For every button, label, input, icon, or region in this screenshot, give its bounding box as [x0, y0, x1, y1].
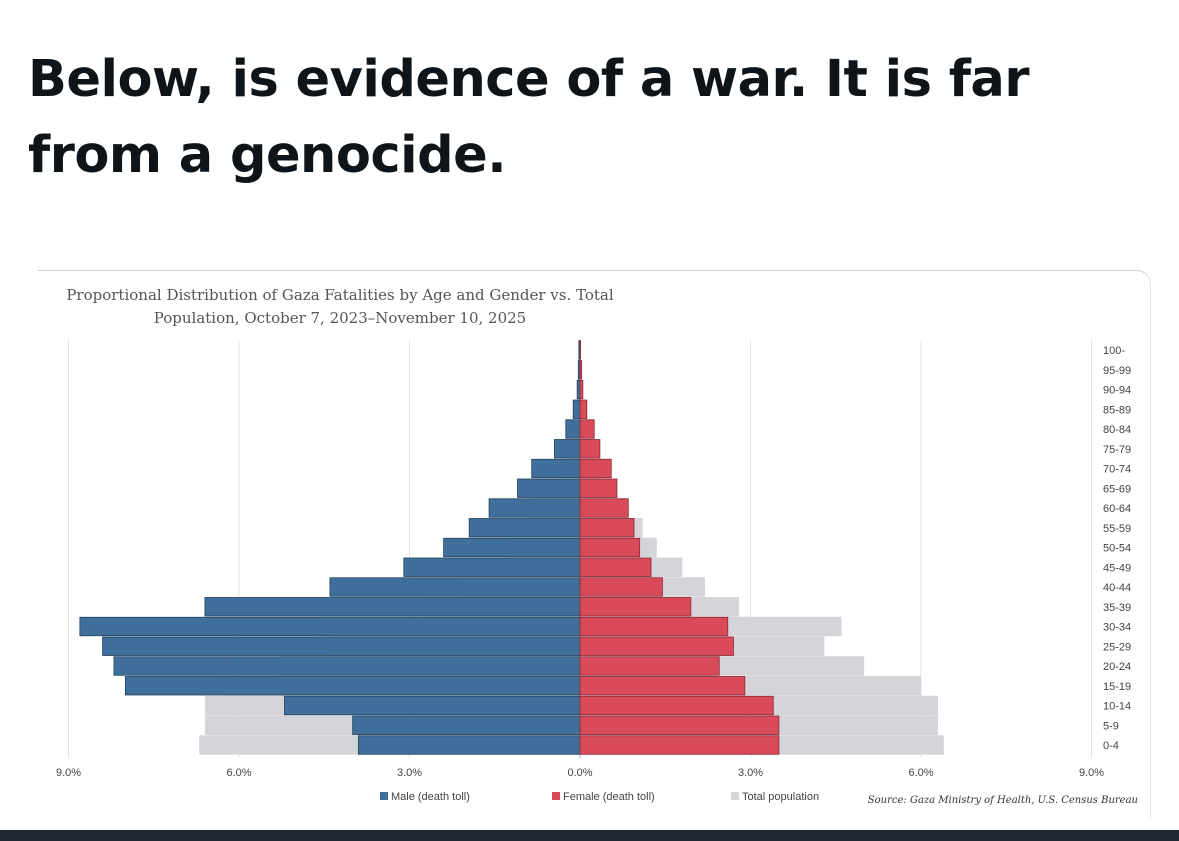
- female-bar: [579, 360, 583, 380]
- male-bar: [517, 478, 581, 498]
- male-bar: [554, 439, 581, 459]
- legend-label-male: Male (death toll): [391, 791, 470, 803]
- legend: Male (death toll) Female (death toll) To…: [380, 791, 819, 803]
- legend-label-female: Female (death toll): [563, 791, 655, 803]
- male-bar: [443, 537, 581, 558]
- age-group-label: 30-34: [1103, 622, 1131, 634]
- age-group-label: 45-49: [1103, 562, 1131, 574]
- female-bar: [579, 597, 692, 617]
- female-bar: [579, 577, 663, 597]
- female-bar: [579, 379, 584, 400]
- female-bar: [579, 399, 588, 419]
- female-bar: [579, 656, 720, 676]
- x-tick-label: 0.0%: [567, 767, 592, 779]
- bottom-nav-bar: [0, 830, 1179, 841]
- female-bar: [579, 616, 729, 637]
- male-bar: [124, 676, 581, 696]
- age-group-label: 5-9: [1103, 720, 1119, 732]
- age-group-label: 50-54: [1103, 543, 1131, 555]
- age-group-label: 10-14: [1103, 701, 1131, 713]
- x-tick-label: 9.0%: [56, 767, 81, 779]
- age-group-label: 90-94: [1103, 385, 1131, 397]
- age-group-label: 100-: [1103, 345, 1125, 357]
- age-group-label: 55-59: [1103, 523, 1131, 535]
- age-group-label: 60-64: [1103, 503, 1131, 515]
- population-layer: [199, 360, 944, 755]
- x-tick-label: 6.0%: [226, 767, 251, 779]
- male-bar: [565, 419, 581, 439]
- x-tick-label: 6.0%: [908, 767, 933, 779]
- age-group-label: 25-29: [1103, 641, 1131, 653]
- male-bar: [468, 518, 581, 538]
- age-group-label: 65-69: [1103, 483, 1131, 495]
- chart-source: Source: Gaza Ministry of Health, U.S. Ce…: [868, 795, 1138, 806]
- post-headline: Below, is evidence of a war. It is far f…: [28, 50, 1030, 185]
- age-group-label: 0-4: [1103, 740, 1119, 752]
- chart-title: Proportional Distribution of Gaza Fatali…: [66, 286, 614, 327]
- legend-swatch-male: [380, 792, 388, 800]
- female-bar: [579, 478, 618, 498]
- x-tick-label: 3.0%: [397, 767, 422, 779]
- female-bar: [579, 636, 734, 656]
- male-bar: [531, 458, 581, 479]
- female-bar: [579, 518, 635, 538]
- male-bar: [403, 557, 581, 577]
- axis-layer: 9.0% 6.0% 3.0% 0.0% 3.0% 6.0% 9.0% 0-4 5-9 10-14 1…: [56, 345, 1131, 779]
- male-bar: [488, 498, 581, 518]
- male-bar: [102, 636, 581, 656]
- age-group-label: 20-24: [1103, 661, 1131, 673]
- x-tick-label: 3.0%: [738, 767, 763, 779]
- male-bar: [113, 656, 581, 676]
- death-toll-layer: [79, 340, 780, 755]
- female-bar: [579, 498, 629, 518]
- age-group-label: 40-44: [1103, 582, 1131, 594]
- female-bar: [579, 676, 746, 696]
- female-bar: [579, 439, 601, 459]
- female-bar: [579, 735, 780, 755]
- female-bar: [579, 715, 780, 735]
- male-bar: [79, 616, 581, 637]
- female-bar: [579, 557, 652, 577]
- male-bar: [329, 577, 581, 597]
- male-bar: [352, 715, 581, 735]
- female-bar: [579, 695, 774, 716]
- age-group-label: 85-89: [1103, 404, 1131, 416]
- female-bar: [579, 537, 641, 558]
- male-bar: [284, 695, 581, 716]
- age-group-label: 75-79: [1103, 444, 1131, 456]
- male-bar: [204, 597, 581, 617]
- age-group-label: 80-84: [1103, 424, 1131, 436]
- male-bar: [357, 735, 581, 755]
- age-group-label: 70-74: [1103, 464, 1131, 476]
- legend-swatch-female: [552, 792, 560, 800]
- female-bar: [579, 340, 581, 360]
- legend-label-total: Total population: [742, 791, 819, 803]
- male-bar: [572, 399, 581, 419]
- female-bar: [579, 419, 595, 439]
- age-group-label: 95-99: [1103, 365, 1131, 377]
- x-tick-label: 9.0%: [1079, 767, 1104, 779]
- age-group-label: 15-19: [1103, 681, 1131, 693]
- male-bar: [576, 379, 581, 400]
- female-bar: [579, 458, 612, 479]
- age-group-label: 35-39: [1103, 602, 1131, 614]
- legend-swatch-total: [731, 792, 739, 800]
